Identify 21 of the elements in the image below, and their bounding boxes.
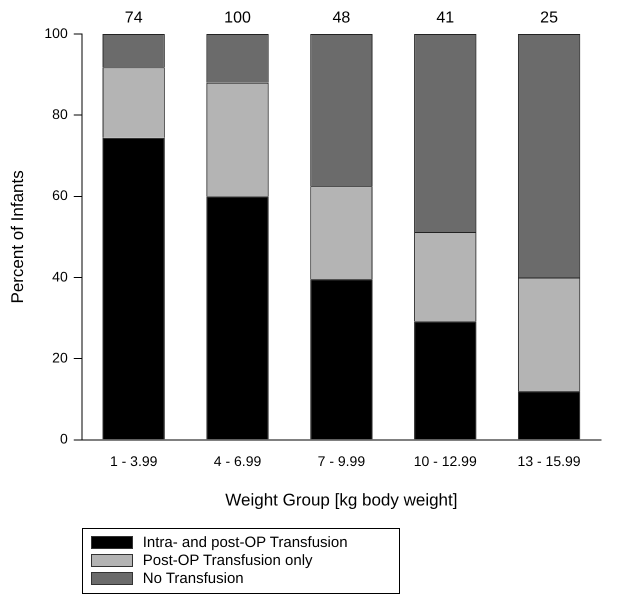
x-tick-label: 7 - 9.99 — [318, 453, 366, 470]
x-tick-label: 4 - 6.99 — [214, 453, 262, 470]
y-tick-label: 40 — [52, 268, 68, 284]
y-tick-label: 20 — [52, 350, 68, 366]
annotation: 48 — [332, 9, 350, 26]
legend-label: Post-OP Transfusion only — [142, 552, 313, 568]
y-tick-label: 0 — [60, 430, 68, 447]
x-tick-label: 1 - 3.99 — [110, 453, 158, 470]
legend-label: Intra- and post-OP Transfusion — [142, 534, 348, 550]
y-tick-label: 60 — [52, 187, 68, 204]
annotation: 74 — [124, 9, 143, 26]
legend-label: No Transfusion — [142, 570, 244, 586]
y-tick-label: 80 — [52, 106, 68, 122]
annotation: 25 — [540, 9, 558, 26]
x-axis-title: Weight Group [kg body weight] — [225, 490, 458, 510]
y-tick-label: 100 — [44, 24, 68, 41]
x-tick-label: 13 - 15.99 — [518, 453, 581, 470]
y-axis-title: Percent of Infants — [8, 170, 27, 304]
annotation: 41 — [436, 9, 454, 26]
annotation: 100 — [224, 9, 251, 26]
x-tick-label: 10 - 12.99 — [414, 453, 477, 470]
